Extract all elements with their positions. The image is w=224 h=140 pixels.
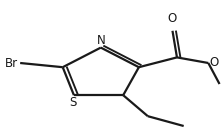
Text: O: O [209, 56, 219, 69]
Text: S: S [69, 96, 76, 109]
Text: N: N [96, 34, 105, 47]
Text: Br: Br [5, 57, 18, 69]
Text: O: O [168, 12, 177, 25]
